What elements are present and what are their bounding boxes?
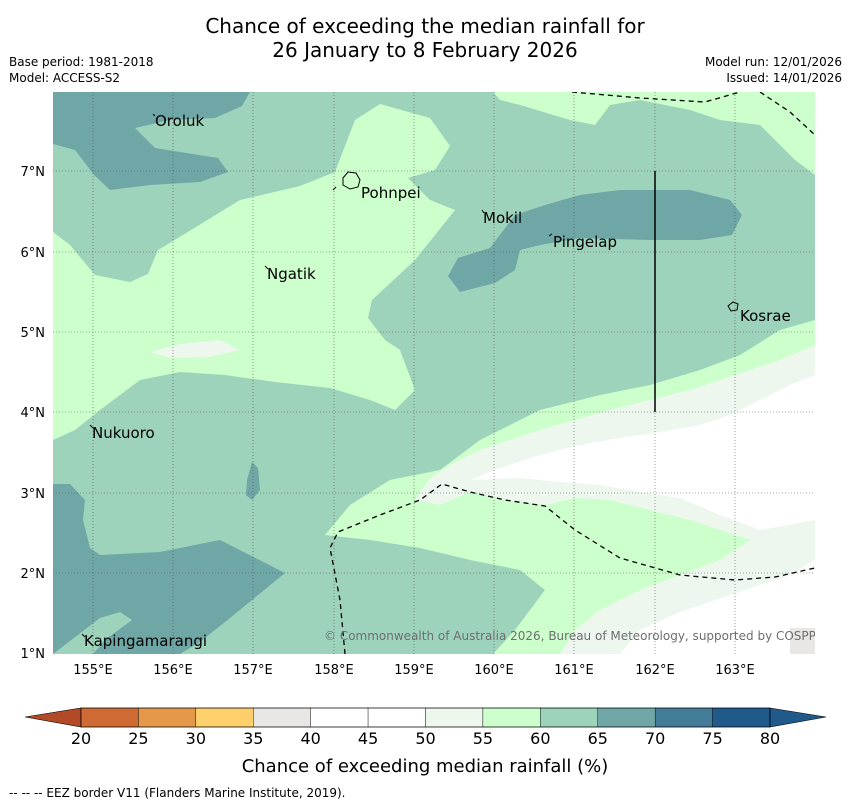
eez-border-northeast [759, 92, 815, 136]
x-tick-159e: 159°E [394, 663, 434, 678]
region-50-corner [790, 628, 815, 654]
island-outlines [81, 113, 739, 638]
colorbar-segment-25-30 [138, 707, 197, 728]
colorbar-tick-45: 45 [358, 729, 378, 748]
x-tick-162e: 162°E [635, 663, 675, 678]
issued-date: Issued: 14/01/2026 [726, 71, 842, 85]
x-axis-labels: 155°E 156°E 157°E 158°E 159°E 160°E 161°… [73, 663, 755, 678]
colorbar-tick-65: 65 [588, 729, 608, 748]
colorbar-segments [80, 707, 771, 728]
colorbar-segment-65-70 [597, 707, 656, 728]
y-tick-2n: 2°N [21, 567, 46, 582]
rainfall-map-area: Oroluk Pohnpei Mokil Pingelap Ngatik Kos… [53, 92, 829, 654]
x-tick-156e: 156°E [153, 663, 193, 678]
colorbar-low-extension [24, 707, 82, 728]
y-tick-4n: 4°N [21, 406, 46, 421]
colorbar-tick-55: 55 [473, 729, 493, 748]
place-labels: Oroluk Pohnpei Mokil Pingelap Ngatik Kos… [84, 112, 791, 650]
x-tick-161e: 161°E [554, 663, 594, 678]
colorbar-frame [80, 707, 771, 728]
label-oroluk: Oroluk [155, 112, 204, 130]
copyright-notice: © Commonwealth of Australia 2026, Bureau… [324, 629, 829, 643]
eez-borders [329, 92, 815, 654]
graticule [53, 92, 815, 654]
colorbar-segment-35-40 [253, 707, 311, 728]
colorbar-tick-50: 50 [415, 729, 435, 748]
x-tick-157e: 157°E [233, 663, 273, 678]
label-mokil: Mokil [483, 209, 522, 227]
pohnpei-island-outline [342, 171, 361, 190]
region-55-sliver [150, 340, 240, 358]
colorbar: 20 25 30 35 40 45 50 55 60 65 70 75 80 Chance of exc… [24, 707, 827, 777]
region-50-east [470, 375, 815, 654]
y-tick-7n: 7°N [21, 165, 46, 180]
label-kapingamarangi: Kapingamarangi [84, 632, 207, 650]
colorbar-segment-75-80 [712, 707, 771, 728]
x-tick-158e: 158°E [314, 663, 354, 678]
label-pingelap: Pingelap [553, 233, 617, 251]
eez-border-north [571, 92, 741, 103]
colorbar-tick-35: 35 [243, 729, 263, 748]
colorbar-segment-20-25 [80, 707, 139, 728]
colorbar-segment-70-75 [654, 707, 713, 728]
region-60-north [493, 92, 815, 175]
colorbar-tick-75: 75 [702, 729, 722, 748]
x-tick-155e: 155°E [73, 663, 113, 678]
y-tick-6n: 6°N [21, 246, 46, 261]
label-nukuoro: Nukuoro [92, 424, 155, 442]
colorbar-segment-60-65 [540, 707, 598, 728]
region-70-east [448, 190, 742, 292]
colorbar-segment-30-35 [195, 707, 254, 728]
region-70-northwest [53, 92, 250, 190]
colorbar-segment-55-60 [482, 707, 541, 728]
colorbar-tick-40: 40 [300, 729, 320, 748]
colorbar-tick-70: 70 [645, 729, 665, 748]
map-title-line-1: Chance of exceeding the median rainfall … [205, 14, 645, 38]
x-tick-163e: 163°E [715, 663, 755, 678]
region-70-island-blob [246, 462, 260, 500]
colorbar-segment-45-50 [367, 707, 426, 728]
map-title-line-2: 26 January to 8 February 2026 [272, 38, 578, 62]
label-kosrae: Kosrae [740, 307, 791, 325]
colorbar-tick-20: 20 [71, 729, 91, 748]
colorbar-ticks: 20 25 30 35 40 45 50 55 60 65 70 75 80 [71, 729, 780, 748]
y-tick-3n: 3°N [21, 487, 46, 502]
y-tick-1n: 1°N [21, 647, 46, 662]
x-tick-160e: 160°E [474, 663, 514, 678]
label-ngatik: Ngatik [267, 265, 316, 283]
colorbar-tick-80: 80 [760, 729, 780, 748]
y-tick-5n: 5°N [21, 326, 46, 341]
colorbar-tick-25: 25 [128, 729, 148, 748]
region-70-southwest [53, 484, 285, 654]
colorbar-segment-50-55 [425, 707, 484, 728]
label-pohnpei: Pohnpei [361, 184, 421, 202]
kosrae-island-outline [727, 301, 739, 312]
colorbar-tick-30: 30 [186, 729, 206, 748]
model-run: Model run: 12/01/2026 [704, 55, 842, 69]
colorbar-title: Chance of exceeding median rainfall (%) [242, 756, 609, 777]
y-axis-labels: 1°N 2°N 3°N 4°N 5°N 6°N 7°N [21, 165, 46, 662]
colorbar-tick-60: 60 [530, 729, 550, 748]
model-name: Model: ACCESS-S2 [9, 71, 121, 85]
eez-footnote: -- -- -- EEZ border V11 (Flanders Marine… [9, 786, 346, 800]
colorbar-segment-40-45 [310, 707, 369, 728]
base-period: Base period: 1981-2018 [9, 55, 154, 69]
colorbar-high-extension [769, 707, 827, 728]
